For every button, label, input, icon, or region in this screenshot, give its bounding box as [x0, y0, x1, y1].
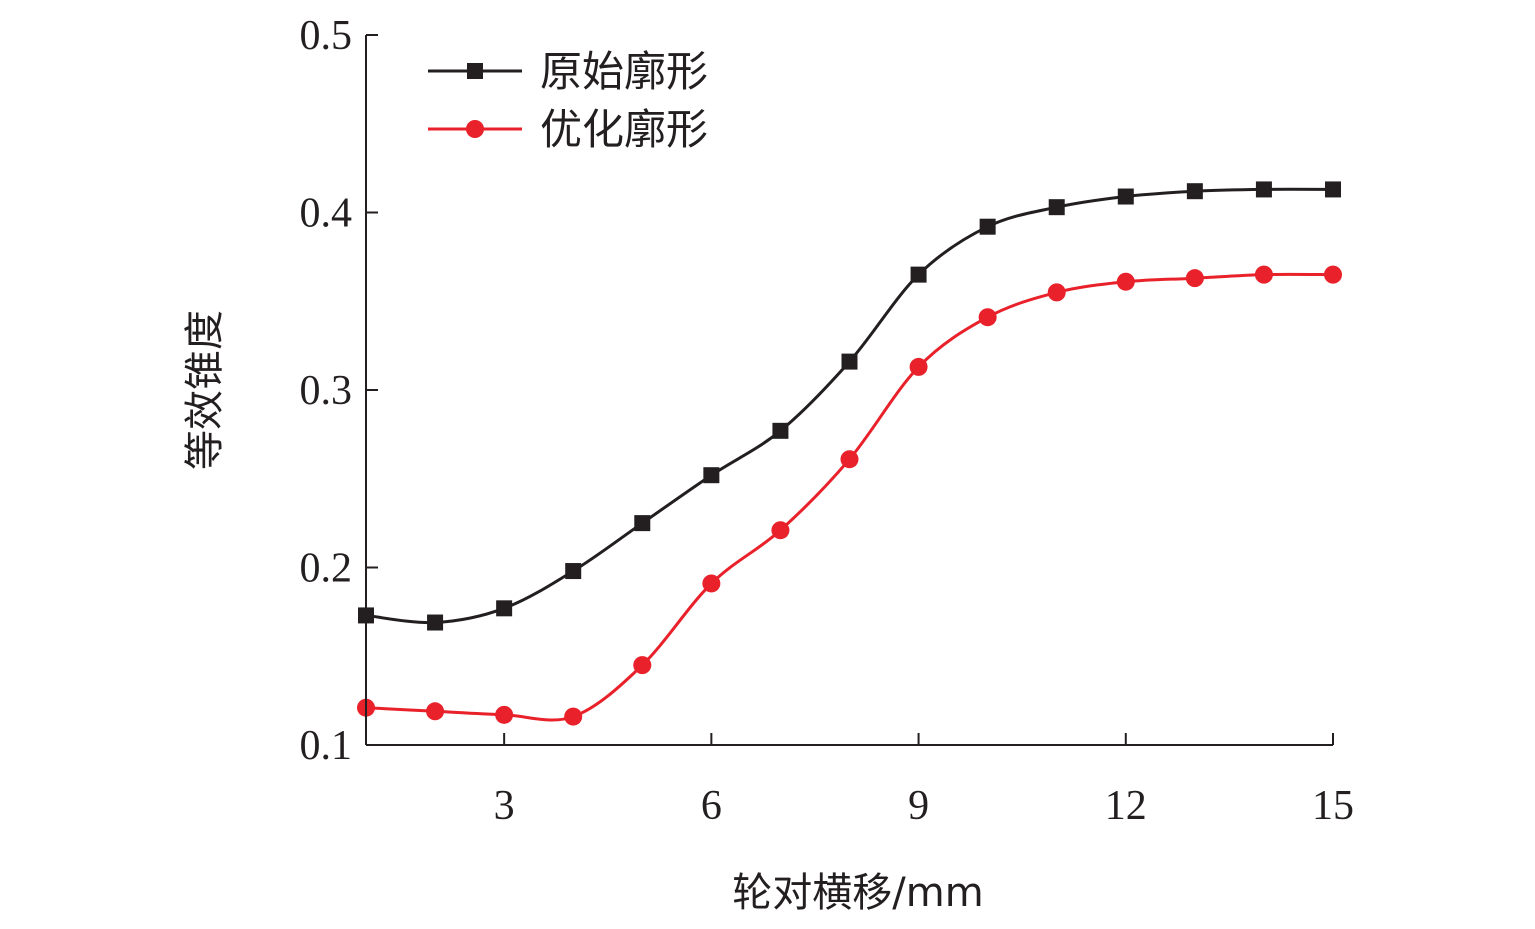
data-point	[1255, 181, 1272, 198]
x-tick-label: 9	[908, 783, 929, 829]
x-tick-label: 15	[1312, 783, 1354, 829]
data-point	[840, 450, 859, 469]
data-point	[703, 467, 720, 484]
data-point	[772, 422, 789, 439]
data-point	[496, 600, 513, 617]
data-point	[910, 266, 927, 283]
data-point	[1254, 265, 1273, 284]
legend-item: 原始廓形	[428, 47, 708, 96]
data-point	[634, 515, 651, 532]
data-point	[427, 614, 444, 631]
legend-marker	[467, 63, 483, 79]
data-point	[1117, 188, 1134, 205]
data-point	[633, 656, 652, 675]
legend-label: 原始廓形	[540, 47, 708, 96]
data-point	[1185, 269, 1204, 288]
x-axis-title: 轮对横移/mm	[732, 870, 983, 916]
y-tick-label: 0.2	[300, 546, 353, 592]
y-axis-title: 等效锥度	[182, 310, 228, 470]
data-point	[564, 707, 583, 726]
series-2	[357, 265, 1342, 726]
y-tick-label: 0.5	[300, 13, 353, 59]
data-point	[909, 357, 928, 376]
legend-item: 优化廓形	[428, 105, 708, 154]
data-point	[1047, 283, 1066, 302]
data-point	[426, 702, 445, 721]
x-tick-label: 12	[1105, 783, 1147, 829]
y-tick-label: 0.3	[300, 368, 353, 414]
data-point	[771, 521, 790, 540]
data-point	[1324, 265, 1342, 284]
axes-layer: 0.1 0.2 0.3 0.4 0.5 3 6 9 12 15	[300, 13, 1355, 829]
y-tick-label: 0.4	[300, 191, 353, 237]
data-point	[978, 308, 997, 327]
data-point	[979, 218, 996, 235]
data-point	[565, 563, 582, 580]
x-tick-label: 3	[494, 783, 515, 829]
data-point	[841, 353, 858, 370]
y-tick-label: 0.1	[300, 723, 353, 769]
legend-marker	[466, 120, 484, 138]
data-point	[1325, 181, 1341, 198]
data-point	[702, 574, 721, 593]
series-layer	[357, 181, 1342, 726]
series-line	[365, 272, 1334, 722]
data-point	[1048, 199, 1065, 216]
x-tick-label: 6	[701, 783, 722, 829]
data-point	[495, 705, 514, 724]
legend-label: 优化廓形	[540, 105, 708, 154]
series-1	[358, 181, 1341, 631]
data-point	[1116, 272, 1135, 291]
data-point	[1186, 183, 1203, 200]
series-line	[365, 187, 1334, 625]
